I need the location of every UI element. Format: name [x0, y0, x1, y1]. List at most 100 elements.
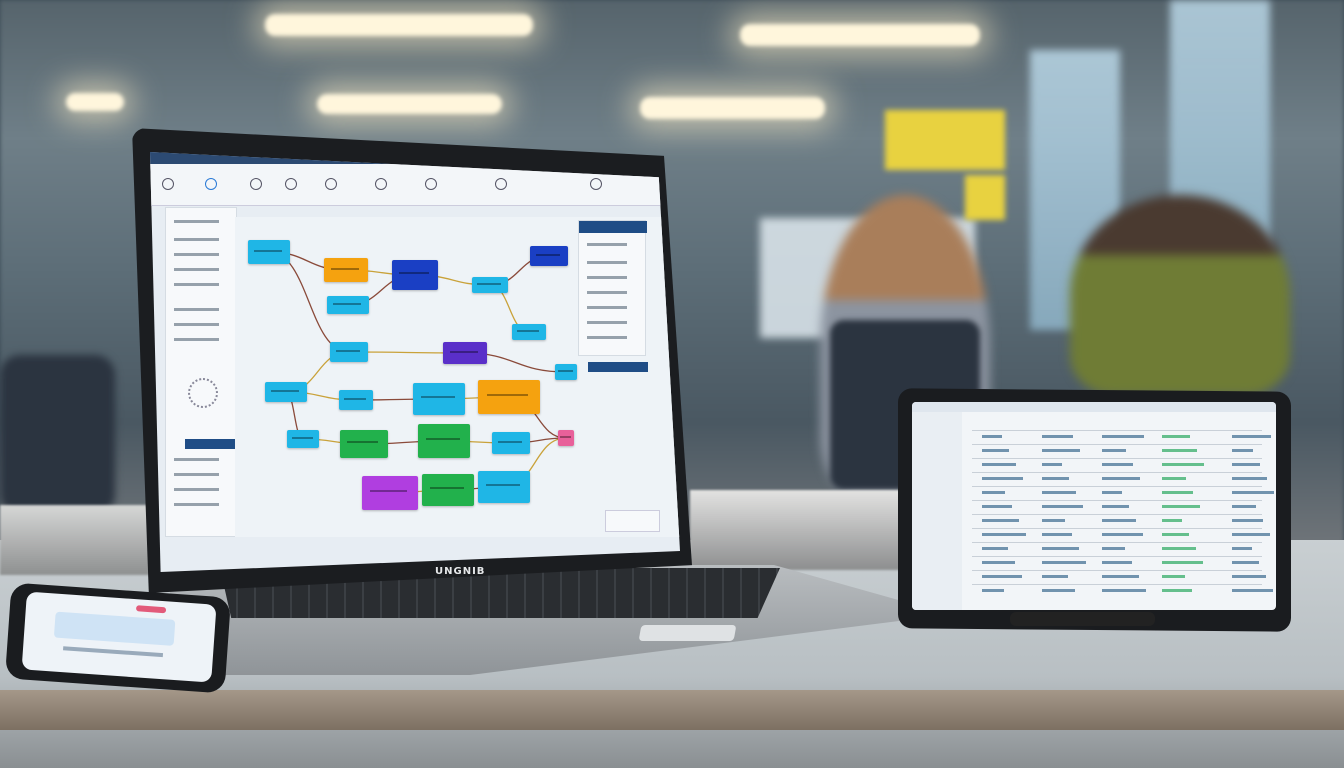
table-cell[interactable]	[982, 589, 1004, 592]
table-cell[interactable]	[1102, 519, 1136, 522]
table-cell[interactable]	[1232, 533, 1270, 536]
table-cell[interactable]	[1162, 547, 1196, 550]
table-cell[interactable]	[1102, 575, 1139, 578]
table-cell[interactable]	[1162, 561, 1203, 564]
table-cell[interactable]	[982, 547, 1008, 550]
sidebar-item[interactable]	[174, 338, 219, 341]
diagram-node[interactable]	[330, 342, 368, 362]
table-cell[interactable]	[982, 477, 1023, 480]
diagram-node[interactable]	[478, 471, 530, 503]
table-cell[interactable]	[1162, 533, 1189, 536]
diagram-node[interactable]	[443, 342, 487, 364]
table-cell[interactable]	[1102, 491, 1122, 494]
table-cell[interactable]	[1162, 575, 1185, 578]
panel-item[interactable]	[587, 306, 627, 309]
table-cell[interactable]	[982, 533, 1026, 536]
panel-item[interactable]	[587, 291, 627, 294]
sidebar-item[interactable]	[174, 268, 219, 271]
table-cell[interactable]	[982, 561, 1015, 564]
table-cell[interactable]	[1232, 435, 1271, 438]
diagram-node[interactable]	[265, 382, 307, 402]
table-cell[interactable]	[1232, 491, 1274, 494]
table-cell[interactable]	[1232, 519, 1263, 522]
status-widget[interactable]	[605, 510, 660, 532]
toolbar-icon[interactable]	[425, 178, 437, 190]
table-cell[interactable]	[1162, 519, 1182, 522]
sidebar-item[interactable]	[174, 488, 219, 491]
diagram-node[interactable]	[558, 430, 574, 446]
table-cell[interactable]	[1232, 575, 1266, 578]
table-cell[interactable]	[1162, 589, 1192, 592]
table-cell[interactable]	[1042, 561, 1086, 564]
toolbar-icon[interactable]	[162, 178, 174, 190]
diagram-node[interactable]	[327, 296, 369, 314]
table-cell[interactable]	[1162, 505, 1200, 508]
table-cell[interactable]	[1042, 575, 1068, 578]
sidebar-item[interactable]	[174, 473, 219, 476]
table-cell[interactable]	[1162, 463, 1204, 466]
table-cell[interactable]	[1232, 449, 1253, 452]
diagram-node[interactable]	[392, 260, 438, 290]
diagram-node[interactable]	[362, 476, 418, 510]
sidebar-item[interactable]	[174, 283, 219, 286]
table-cell[interactable]	[1102, 561, 1132, 564]
table-cell[interactable]	[1232, 463, 1260, 466]
toolbar-icon[interactable]	[285, 178, 297, 190]
table-cell[interactable]	[1102, 435, 1144, 438]
table-cell[interactable]	[1042, 435, 1073, 438]
toolbar-icon[interactable]	[375, 178, 387, 190]
table-cell[interactable]	[1162, 477, 1186, 480]
table-cell[interactable]	[1102, 547, 1125, 550]
table-cell[interactable]	[1102, 463, 1133, 466]
toolbar-icon[interactable]	[250, 178, 262, 190]
table-cell[interactable]	[1102, 477, 1140, 480]
toolbar-icon[interactable]	[590, 178, 602, 190]
table-cell[interactable]	[982, 505, 1012, 508]
panel-item[interactable]	[587, 243, 627, 246]
sidebar-item[interactable]	[174, 503, 219, 506]
table-cell[interactable]	[1042, 463, 1062, 466]
toolbar-icon[interactable]	[325, 178, 337, 190]
table-cell[interactable]	[1042, 505, 1083, 508]
table-cell[interactable]	[982, 491, 1005, 494]
phone-card[interactable]	[53, 611, 176, 646]
table-cell[interactable]	[1232, 477, 1267, 480]
sidebar-item[interactable]	[174, 458, 219, 461]
panel-item[interactable]	[587, 321, 627, 324]
diagram-node[interactable]	[530, 246, 568, 266]
table-cell[interactable]	[1162, 435, 1190, 438]
table-cell[interactable]	[1102, 449, 1126, 452]
table-cell[interactable]	[1042, 533, 1072, 536]
table-cell[interactable]	[1232, 547, 1252, 550]
diagram-node[interactable]	[413, 383, 465, 415]
table-cell[interactable]	[1232, 589, 1273, 592]
trackpad[interactable]	[638, 625, 737, 641]
table-cell[interactable]	[1042, 491, 1076, 494]
table-cell[interactable]	[1232, 505, 1256, 508]
panel-item[interactable]	[587, 261, 627, 264]
diagram-node[interactable]	[339, 390, 373, 410]
diagram-node[interactable]	[422, 474, 474, 506]
table-cell[interactable]	[1102, 589, 1146, 592]
diagram-node[interactable]	[478, 380, 540, 414]
table-cell[interactable]	[1162, 491, 1193, 494]
table-cell[interactable]	[1162, 449, 1197, 452]
diagram-node[interactable]	[340, 430, 388, 458]
table-cell[interactable]	[1042, 519, 1065, 522]
table-cell[interactable]	[1042, 449, 1080, 452]
table-cell[interactable]	[1042, 547, 1079, 550]
table-cell[interactable]	[982, 463, 1016, 466]
toolbar-icon[interactable]	[205, 178, 217, 190]
sidebar-item[interactable]	[174, 220, 219, 223]
table-cell[interactable]	[1042, 589, 1075, 592]
sidebar-item[interactable]	[174, 308, 219, 311]
diagram-node[interactable]	[324, 258, 368, 282]
table-cell[interactable]	[1102, 505, 1129, 508]
sidebar-item[interactable]	[174, 253, 219, 256]
diagram-node[interactable]	[512, 324, 546, 340]
toolbar-icon[interactable]	[495, 178, 507, 190]
sidebar-item[interactable]	[174, 238, 219, 241]
table-cell[interactable]	[1232, 561, 1259, 564]
diagram-node[interactable]	[472, 277, 508, 293]
diagram-node[interactable]	[555, 364, 577, 380]
